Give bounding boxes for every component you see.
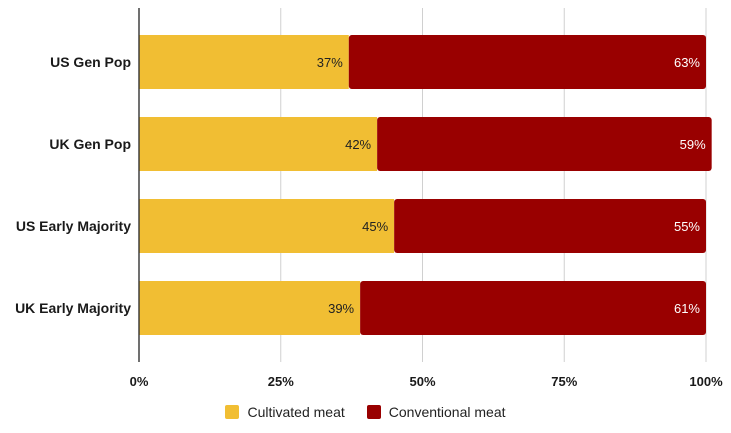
x-tick-label-1: 25% bbox=[268, 374, 294, 389]
category-label-1: UK Gen Pop bbox=[49, 136, 131, 152]
x-tick-label-3: 75% bbox=[551, 374, 577, 389]
bar-1-0 bbox=[348, 35, 706, 89]
data-label-1-2: 55% bbox=[674, 219, 700, 234]
legend-swatch-conventional bbox=[366, 405, 381, 419]
data-label-1-3: 61% bbox=[674, 301, 700, 316]
legend-item-conventional: Conventional meat bbox=[366, 404, 506, 420]
category-label-2: US Early Majority bbox=[16, 218, 131, 234]
category-label-0: US Gen Pop bbox=[50, 54, 131, 70]
bar-0-2 bbox=[139, 199, 395, 253]
bar-0-0 bbox=[139, 35, 349, 89]
category-label-3: UK Early Majority bbox=[15, 300, 131, 316]
bar-0-3 bbox=[139, 281, 361, 335]
legend-swatch-cultivated bbox=[225, 405, 240, 419]
data-label-1-1: 59% bbox=[680, 137, 706, 152]
data-label-0-2: 45% bbox=[362, 219, 388, 234]
data-label-0-0: 37% bbox=[317, 55, 343, 70]
bar-1-3 bbox=[360, 281, 706, 335]
legend-label-conventional: Conventional meat bbox=[388, 404, 506, 420]
x-tick-label-4: 100% bbox=[689, 374, 723, 389]
bar-0-1 bbox=[139, 117, 378, 171]
data-label-0-1: 42% bbox=[345, 137, 371, 152]
legend-label-cultivated: Cultivated meat bbox=[247, 404, 345, 420]
x-tick-label-2: 50% bbox=[409, 374, 435, 389]
legend: Cultivated meat Conventional meat bbox=[0, 400, 731, 424]
data-label-1-0: 63% bbox=[674, 55, 700, 70]
legend-item-cultivated: Cultivated meat bbox=[225, 404, 345, 420]
data-label-0-3: 39% bbox=[328, 301, 354, 316]
bar-1-1 bbox=[377, 117, 712, 171]
x-tick-label-0: 0% bbox=[130, 374, 149, 389]
bar-1-2 bbox=[394, 199, 706, 253]
